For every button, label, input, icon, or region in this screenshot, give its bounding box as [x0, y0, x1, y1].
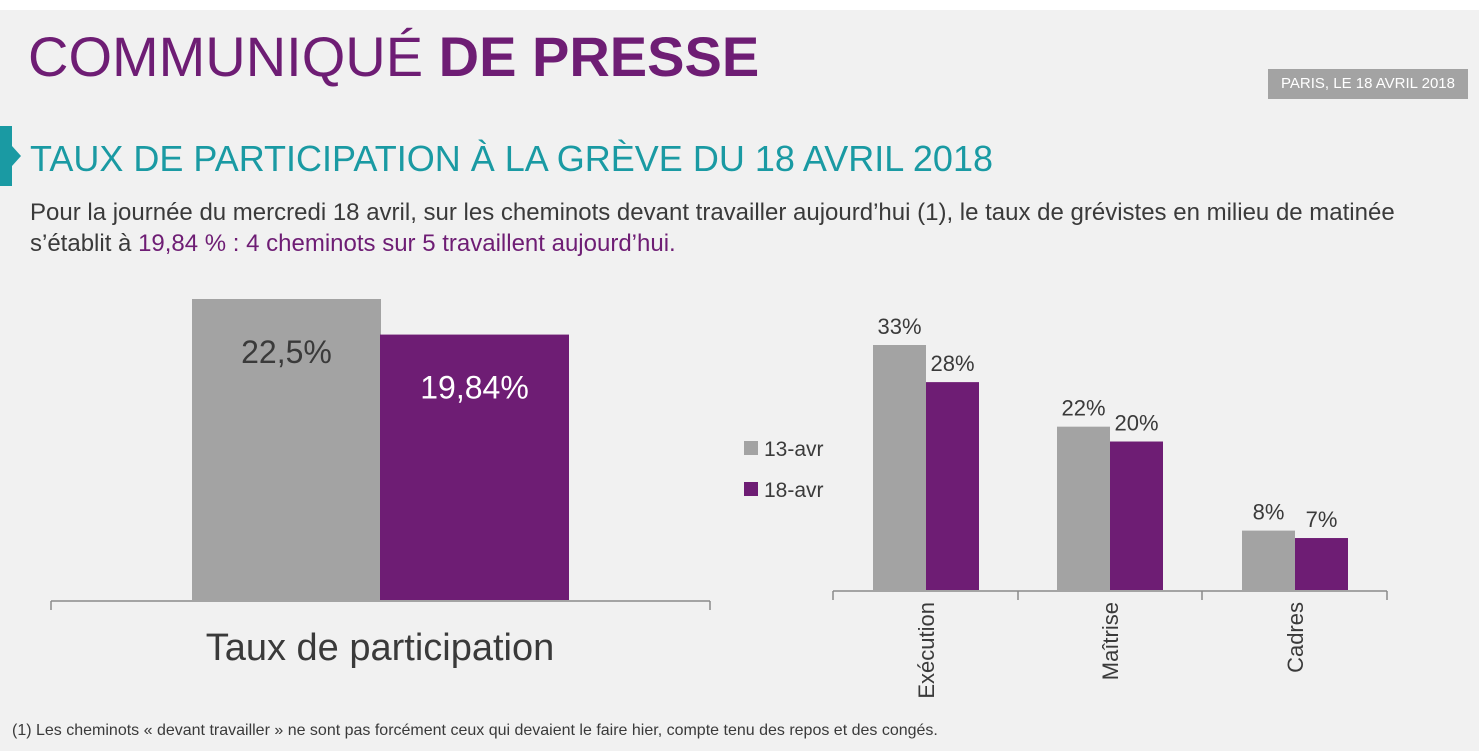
- section-marker: [0, 126, 12, 186]
- chart2-category-label: Exécution: [914, 602, 939, 699]
- chart1-category-label: Taux de participation: [206, 627, 555, 669]
- chart2-data-label: 20%: [1114, 411, 1158, 436]
- intro-highlight: 19,84 % : 4 cheminots sur 5 travaillent …: [138, 230, 676, 257]
- chart2-legend-label: 18-avr: [764, 479, 824, 502]
- intro-paragraph: Pour la journée du mercredi 18 avril, su…: [30, 197, 1450, 259]
- chart2-data-label: 33%: [877, 314, 921, 339]
- chart2-data-label: 22%: [1061, 396, 1105, 421]
- chevron-right-icon: [12, 146, 21, 166]
- chart2-data-label: 8%: [1253, 500, 1285, 525]
- chart2-category-label: Cadres: [1283, 602, 1308, 673]
- press-release-title: COMMUNIQUÉ DE PRESSE: [28, 24, 759, 90]
- section-title: TAUX DE PARTICIPATION À LA GRÈVE DU 18 A…: [30, 138, 993, 179]
- date-badge: PARIS, LE 18 AVRIL 2018: [1268, 69, 1468, 99]
- chart1-bar-gray: [192, 299, 381, 600]
- chart2-legend-label: 13-avr: [764, 438, 824, 461]
- chart2-data-label: 28%: [930, 351, 974, 376]
- chart2-bar-gray: [873, 345, 926, 590]
- chart2-legend-swatch: [744, 441, 758, 455]
- chart2-bar-purple: [926, 382, 979, 590]
- title-bold: DE PRESSE: [438, 25, 760, 88]
- chart2-bar-gray: [1057, 426, 1110, 590]
- footnote: (1) Les cheminots « devant travailler » …: [12, 722, 938, 739]
- chart2-bar-purple: [1295, 538, 1348, 590]
- chart2-bar-gray: [1242, 530, 1295, 590]
- chart2-legend-swatch: [744, 482, 758, 496]
- chart2-category-label: Maîtrise: [1098, 602, 1123, 680]
- chart1-data-label: 19,84%: [420, 370, 529, 406]
- top-strip: [0, 0, 1479, 10]
- chart1-bar-purple: [380, 334, 569, 600]
- title-light: COMMUNIQUÉ: [28, 25, 424, 88]
- chart2-bar-purple: [1110, 441, 1163, 590]
- intro-text: Pour la journée du mercredi 18 avril, su…: [30, 199, 1395, 257]
- chart2-data-label: 7%: [1306, 507, 1338, 532]
- chart1-data-label: 22,5%: [241, 334, 332, 370]
